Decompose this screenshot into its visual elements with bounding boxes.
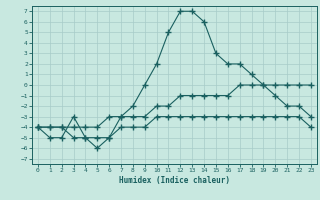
X-axis label: Humidex (Indice chaleur): Humidex (Indice chaleur) xyxy=(119,176,230,185)
